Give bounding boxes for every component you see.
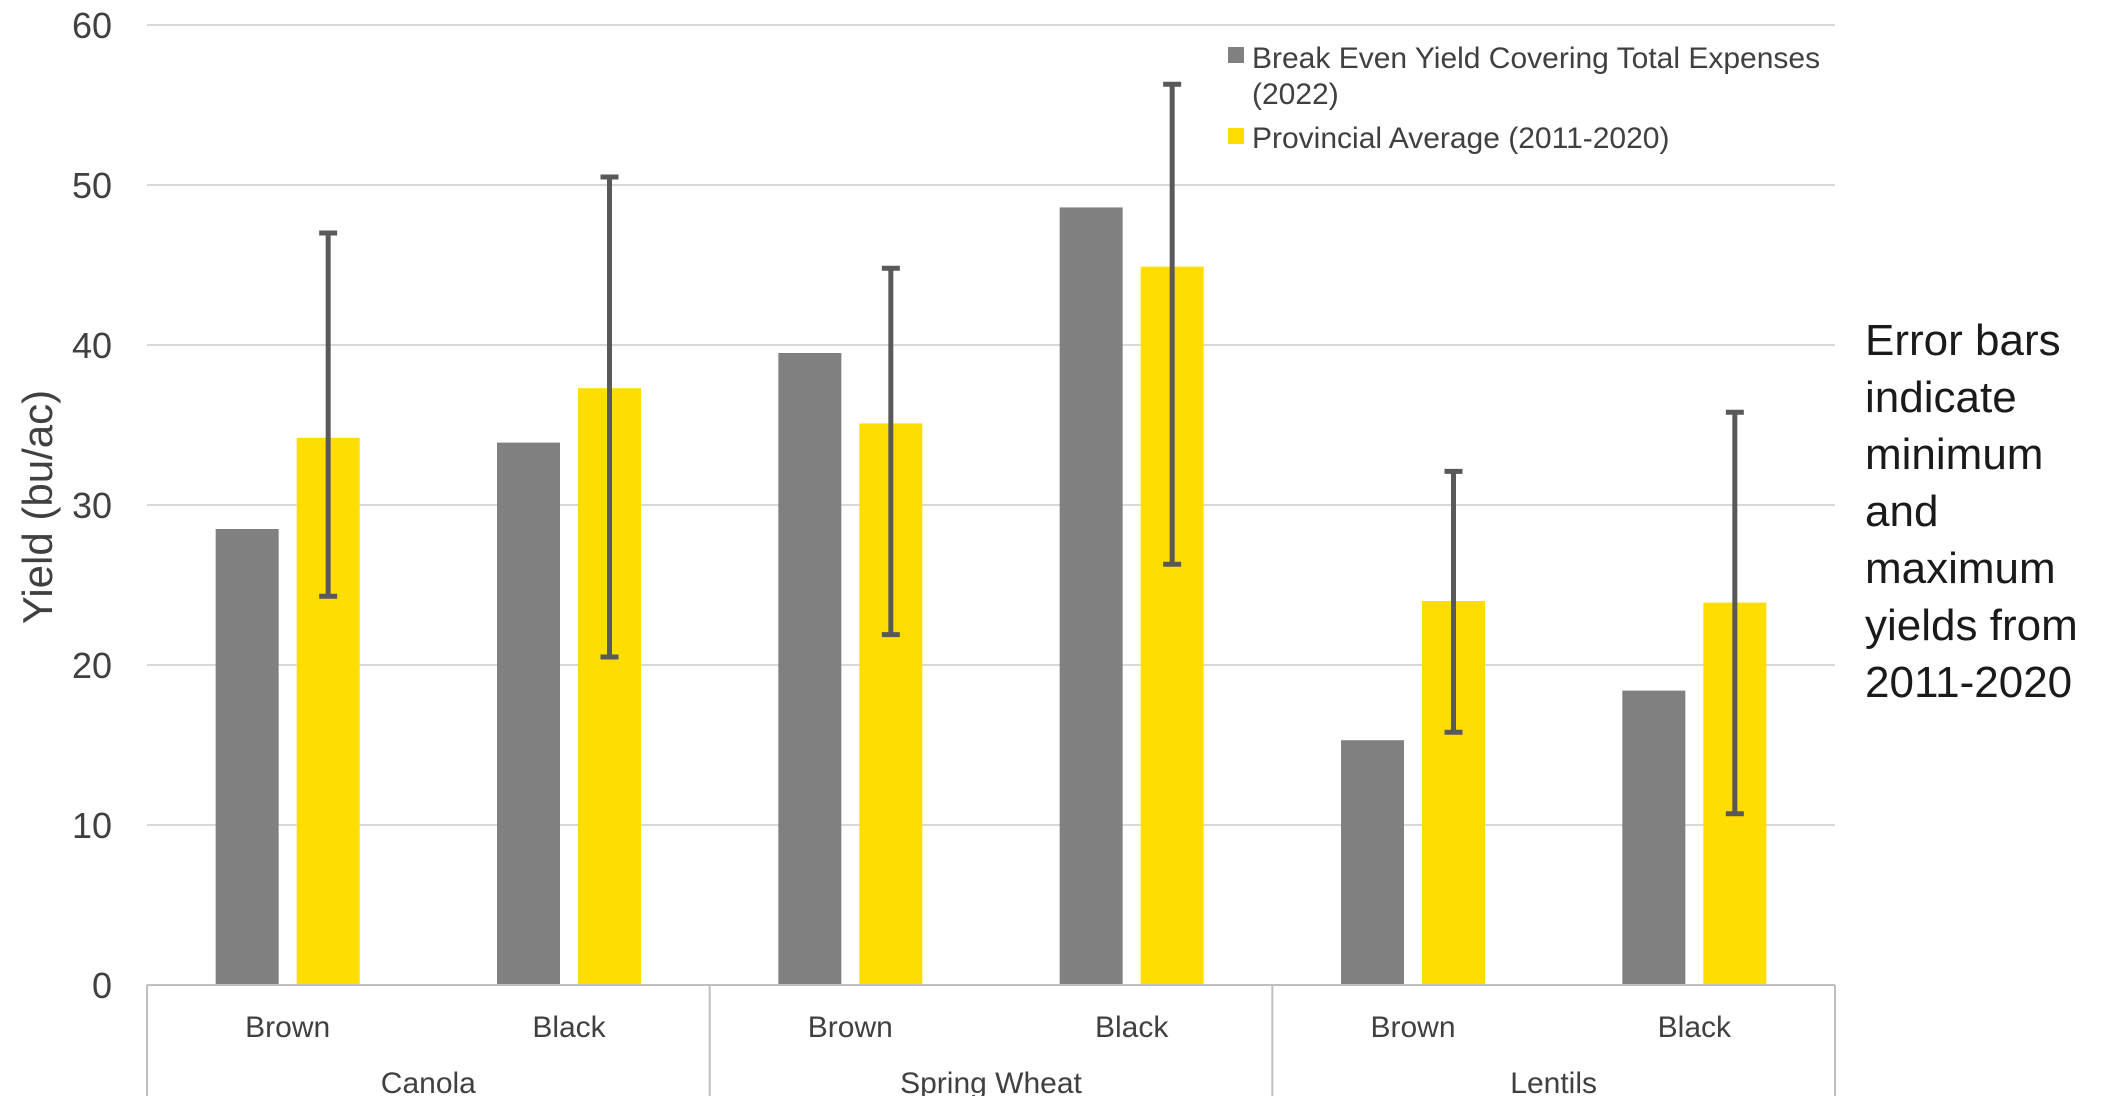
x-group-label: Lentils	[1510, 1067, 1597, 1096]
x-group-label: Canola	[381, 1067, 476, 1096]
y-tick-label: 50	[72, 165, 112, 206]
bar-break-even	[1341, 740, 1404, 985]
legend-label-break-even: Break Even Yield Covering Total Expenses	[1252, 42, 1820, 75]
x-category-label: Black	[532, 1011, 606, 1044]
y-tick-label: 20	[72, 645, 112, 686]
y-axis-ticks: 0 10 20 30 40 50 60	[72, 5, 112, 1006]
y-tick-label: 40	[72, 325, 112, 366]
bar-break-even	[778, 353, 842, 985]
y-axis-label: Yield (bu/ac)	[14, 390, 61, 624]
y-tick-label: 60	[72, 5, 112, 46]
legend: Break Even Yield Covering Total Expenses…	[1228, 42, 1820, 155]
error-bars	[319, 81, 1744, 817]
x-group-label: Spring Wheat	[900, 1067, 1082, 1096]
legend-swatch-break-even	[1228, 47, 1244, 63]
gridlines	[147, 24, 1835, 986]
bar-break-even	[215, 529, 279, 985]
error-bar-note: Error bars indicate minimum and maximum …	[1865, 316, 2078, 707]
x-category-label: Brown	[808, 1011, 893, 1044]
y-tick-label: 0	[92, 965, 112, 1006]
bar-break-even	[1622, 690, 1686, 985]
bars	[215, 207, 1767, 986]
legend-swatch-provincial-average	[1228, 128, 1244, 144]
bar-break-even	[1059, 207, 1123, 985]
legend-label-provincial-average: Provincial Average (2011-2020)	[1252, 122, 1669, 155]
bar-break-even	[497, 442, 560, 986]
y-tick-label: 30	[72, 485, 112, 526]
x-category-label: Brown	[1370, 1011, 1455, 1044]
x-axis: Brown Black Brown Black Brown Black Canola Spri…	[146, 984, 1836, 1096]
x-category-label: Black	[1658, 1011, 1732, 1044]
x-category-label: Brown	[245, 1011, 330, 1044]
y-tick-label: 10	[72, 805, 112, 846]
x-category-label: Black	[1095, 1011, 1169, 1044]
legend-label-break-even-line2: (2022)	[1252, 78, 1339, 111]
